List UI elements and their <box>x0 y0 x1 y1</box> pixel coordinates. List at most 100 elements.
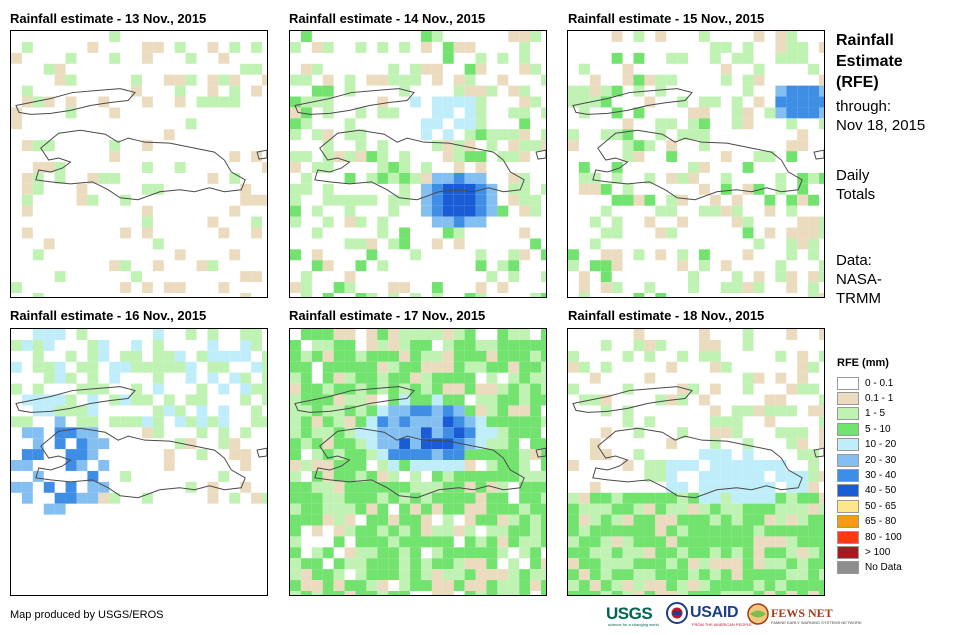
rainfall-cell <box>377 416 389 428</box>
rainfall-cell <box>322 449 334 461</box>
rainfall-cell <box>442 339 454 351</box>
rainfall-cell <box>731 492 743 504</box>
rainfall-cell <box>753 492 765 504</box>
rainfall-cell <box>290 590 301 595</box>
rainfall-cell <box>300 329 312 340</box>
rainfall-cell <box>290 416 301 428</box>
rainfall-cell <box>229 85 241 97</box>
legend-label: > 100 <box>865 546 891 558</box>
rainfall-cell <box>698 449 710 461</box>
cuba-coastline <box>572 386 693 413</box>
rainfall-cell <box>21 394 33 406</box>
rainfall-cell <box>290 394 301 406</box>
rainfall-cell <box>508 449 520 461</box>
rainfall-cell <box>453 361 465 373</box>
rainfall-cell <box>174 162 186 173</box>
rainfall-cell <box>720 416 732 428</box>
rainfall-cell <box>420 536 432 548</box>
rainfall-cell <box>786 503 798 515</box>
rainfall-cell <box>720 492 732 504</box>
legend-swatch <box>837 515 859 529</box>
rainfall-cell <box>475 216 487 228</box>
rainfall-cell <box>753 558 765 570</box>
rainfall-cell <box>453 227 465 239</box>
rainfall-cell <box>698 470 710 482</box>
rainfall-cell <box>622 514 634 526</box>
rainfall-cell <box>508 416 520 428</box>
rainfall-cell <box>355 438 367 450</box>
rainfall-cell <box>753 31 765 42</box>
rainfall-cell <box>300 63 312 75</box>
rainfall-cell <box>677 525 689 537</box>
rainfall-cell <box>442 558 454 570</box>
rainfall-cell <box>290 438 301 450</box>
rainfall-cell <box>786 118 798 130</box>
daily-totals-label: Daily Totals <box>836 166 956 204</box>
rainfall-cell <box>420 118 432 130</box>
rainfall-cell <box>786 151 798 163</box>
rainfall-cell <box>753 503 765 515</box>
rainfall-cell <box>589 503 601 515</box>
rainfall-grid <box>11 31 267 297</box>
rainfall-cell <box>475 503 487 515</box>
rainfall-cell <box>240 383 252 395</box>
rainfall-cell <box>311 249 323 261</box>
rainfall-cell <box>644 590 656 595</box>
rainfall-cell <box>431 547 443 559</box>
rainfall-cell <box>240 460 252 471</box>
rainfall-cell <box>333 339 345 351</box>
rainfall-cell <box>442 503 454 515</box>
rainfall-cell <box>519 470 531 482</box>
rainfall-cell <box>819 41 824 53</box>
rainfall-cell <box>240 183 252 195</box>
rainfall-cell <box>120 260 132 272</box>
rainfall-cell <box>333 383 345 395</box>
rainfall-cell <box>819 350 824 362</box>
rainfall-cell <box>152 361 164 373</box>
rainfall-cell <box>709 361 721 373</box>
rainfall-cell <box>698 329 710 340</box>
rainfall-cell <box>54 492 66 504</box>
rainfall-cell <box>568 536 579 548</box>
rainfall-cell <box>775 514 787 526</box>
rainfall-cell <box>388 339 400 351</box>
rainfall-cell <box>87 492 99 504</box>
rainfall-cell <box>300 580 312 591</box>
rainfall-cell <box>377 427 389 439</box>
rainfall-cell <box>497 536 509 548</box>
legend-label: No Data <box>865 562 902 574</box>
rainfall-cell <box>666 503 678 515</box>
rainfall-cell <box>290 96 301 108</box>
rainfall-cell <box>753 460 765 471</box>
rainfall-cell <box>399 329 411 340</box>
rainfall-cell <box>497 151 509 163</box>
rainfall-cell <box>600 282 612 293</box>
rainfall-cell <box>655 249 667 261</box>
rainfall-cell <box>141 216 153 228</box>
rainfall-cell <box>152 183 164 195</box>
rainfall-cell <box>677 194 689 206</box>
rainfall-cell <box>355 590 367 595</box>
rainfall-cell <box>709 558 721 570</box>
rainfall-cell <box>43 394 55 406</box>
rainfall-cell <box>519 525 531 537</box>
rainfall-cell <box>720 361 732 373</box>
legend-label: 5 - 10 <box>865 423 891 435</box>
rainfall-cell <box>541 394 546 406</box>
rainfall-cell <box>589 260 601 272</box>
rainfall-cell <box>355 405 367 417</box>
rainfall-cell <box>508 151 520 163</box>
rainfall-cell <box>666 514 678 526</box>
rainfall-grid <box>290 329 546 595</box>
rainfall-cell <box>453 172 465 184</box>
rainfall-cell <box>808 470 820 482</box>
rainfall-cell <box>742 52 754 64</box>
rainfall-cell <box>65 449 77 461</box>
rainfall-cell <box>431 427 443 439</box>
rainfall-cell <box>688 107 699 119</box>
rainfall-cell <box>497 470 509 482</box>
rainfall-cell <box>366 339 378 351</box>
rainfall-cell <box>600 536 612 548</box>
rainfall-cell <box>410 492 421 504</box>
rainfall-cell <box>720 151 732 163</box>
